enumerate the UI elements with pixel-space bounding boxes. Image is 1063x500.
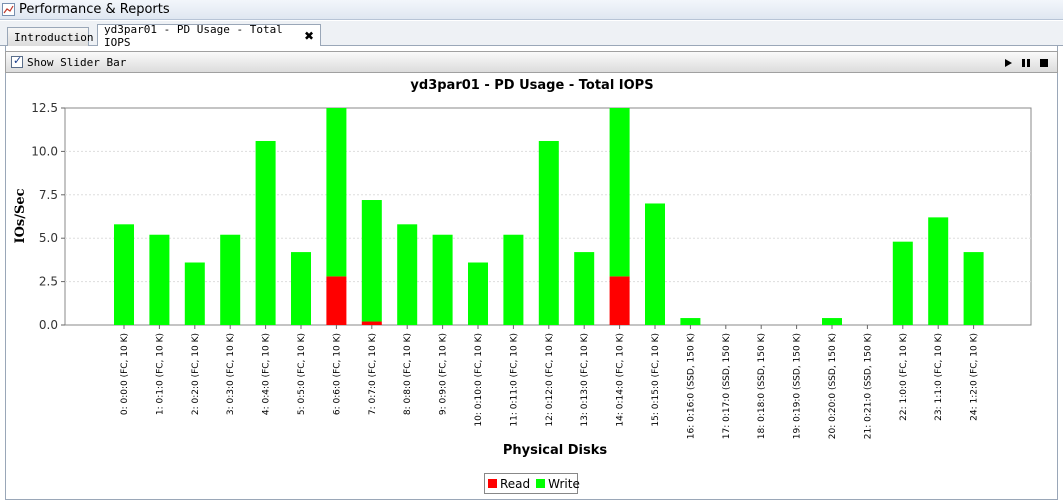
show-slider-label[interactable]: Show Slider Bar xyxy=(27,55,127,69)
bar-read xyxy=(361,321,382,325)
x-tick-label: 24: 1:2:0 (FC, 10 K) xyxy=(970,333,980,421)
pause-icon[interactable] xyxy=(1019,56,1033,70)
x-tick-label: 3: 0:3:0 (FC, 10 K) xyxy=(226,333,236,415)
x-tick-label: 6: 0:6:0 (FC, 10 K) xyxy=(332,333,342,415)
y-tick-label: 7.5 xyxy=(39,188,58,202)
legend-item-write: Write xyxy=(536,477,580,491)
y-tick-label: 12.5 xyxy=(31,101,58,115)
bar-write xyxy=(538,140,559,325)
y-tick-label: 10.0 xyxy=(31,144,58,158)
bar-write xyxy=(574,252,595,325)
x-tick-label: 16: 0:16:0 (SSD, 150 K) xyxy=(686,333,696,439)
x-tick-label: 4: 0:4:0 (FC, 10 K) xyxy=(262,333,272,415)
bar-write xyxy=(822,318,842,325)
bar-write xyxy=(255,140,276,325)
tab-introduction[interactable]: Introduction xyxy=(7,27,93,46)
bar-write xyxy=(468,262,488,325)
window-titlebar: Performance & Reports xyxy=(0,0,1063,20)
bar-write xyxy=(220,234,241,325)
x-tick-label: 14: 0:14:0 (FC, 10 K) xyxy=(616,333,626,427)
window-title: Performance & Reports xyxy=(19,2,170,17)
bar-write xyxy=(963,252,984,325)
legend-write-label: Write xyxy=(548,476,580,491)
bar-write xyxy=(291,252,311,325)
x-tick-label: 22: 1:0:0 (FC, 10 K) xyxy=(899,333,909,421)
x-tick-label: 15: 0:15:0 (FC, 10 K) xyxy=(651,333,661,427)
tab-strip: Introduction yd3par01 - PD Usage - Total… xyxy=(0,21,1063,49)
x-tick-label: 18: 0:18:0 (SSD, 150 K) xyxy=(757,333,767,439)
legend-item-read: Read xyxy=(488,477,530,491)
y-tick-label: 0.0 xyxy=(39,318,58,332)
x-tick-label: 13: 0:13:0 (FC, 10 K) xyxy=(580,333,590,427)
bar-write xyxy=(361,200,382,322)
bar-write xyxy=(432,234,453,325)
bar-write xyxy=(680,318,701,325)
x-tick-label: 0: 0:0:0 (FC, 10 K) xyxy=(120,333,130,415)
bar-write xyxy=(184,262,205,325)
bar-write xyxy=(114,224,134,325)
chart-legend: Read Write xyxy=(484,473,580,494)
x-tick-label: 8: 0:8:0 (FC, 10 K) xyxy=(403,333,413,415)
total-iops-chart: yd3par01 - PD Usage - Total IOPS IOs/Sec… xyxy=(13,78,1032,458)
play-icon[interactable] xyxy=(1001,56,1015,70)
chart-title: yd3par01 - PD Usage - Total IOPS xyxy=(410,78,653,93)
y-tick-label: 2.5 xyxy=(39,275,58,289)
bar-write xyxy=(928,217,949,325)
stop-icon[interactable] xyxy=(1037,56,1051,70)
bar-read xyxy=(326,276,347,325)
bar-write xyxy=(609,108,630,277)
legend-read-label: Read xyxy=(500,476,531,491)
bar-write xyxy=(149,234,170,325)
x-tick-label: 21: 0:21:0 (SSD, 150 K) xyxy=(863,333,873,439)
x-tick-label: 7: 0:7:0 (FC, 10 K) xyxy=(368,333,378,415)
x-tick-label: 10: 0:10:0 (FC, 10 K) xyxy=(474,333,484,427)
x-tick-label: 1: 0:1:0 (FC, 10 K) xyxy=(155,333,165,415)
legend-read-swatch xyxy=(488,479,497,488)
legend-write-swatch xyxy=(536,479,546,488)
chart-toolbar: Show Slider Bar xyxy=(5,51,1058,73)
x-tick-label: 2: 0:2:0 (FC, 10 K) xyxy=(191,333,201,415)
x-tick-label: 9: 0:9:0 (FC, 10 K) xyxy=(439,333,449,415)
x-tick-label: 23: 1:1:0 (FC, 10 K) xyxy=(934,333,944,421)
close-tab-icon[interactable]: ✖ xyxy=(303,28,314,43)
x-tick-label: 19: 0:19:0 (SSD, 150 K) xyxy=(793,333,803,439)
show-slider-checkbox[interactable] xyxy=(11,54,23,68)
bar-read xyxy=(609,276,630,325)
chart-app-icon xyxy=(2,3,15,16)
bar-write xyxy=(326,108,347,277)
x-tick-label: 5: 0:5:0 (FC, 10 K) xyxy=(297,333,307,415)
x-axis-label: Physical Disks xyxy=(503,443,608,458)
y-axis-label: IOs/Sec xyxy=(13,188,28,243)
bar-write xyxy=(397,224,418,325)
x-tick-label: 12: 0:12:0 (FC, 10 K) xyxy=(545,333,555,427)
x-tick-label: 11: 0:11:0 (FC, 10 K) xyxy=(509,333,519,427)
y-tick-label: 5.0 xyxy=(39,231,58,245)
tab-pd-usage-label: yd3par01 - PD Usage - Total IOPS xyxy=(104,22,283,49)
x-tick-label: 17: 0:17:0 (SSD, 150 K) xyxy=(722,333,732,439)
tab-introduction-label: Introduction xyxy=(14,30,94,44)
bar-write xyxy=(645,203,665,325)
bar-write xyxy=(892,241,913,325)
bar-write xyxy=(503,234,524,325)
x-tick-label: 20: 0:20:0 (SSD, 150 K) xyxy=(828,333,838,439)
tab-pd-usage-total-iops[interactable]: yd3par01 - PD Usage - Total IOPS ✖ xyxy=(97,22,321,49)
